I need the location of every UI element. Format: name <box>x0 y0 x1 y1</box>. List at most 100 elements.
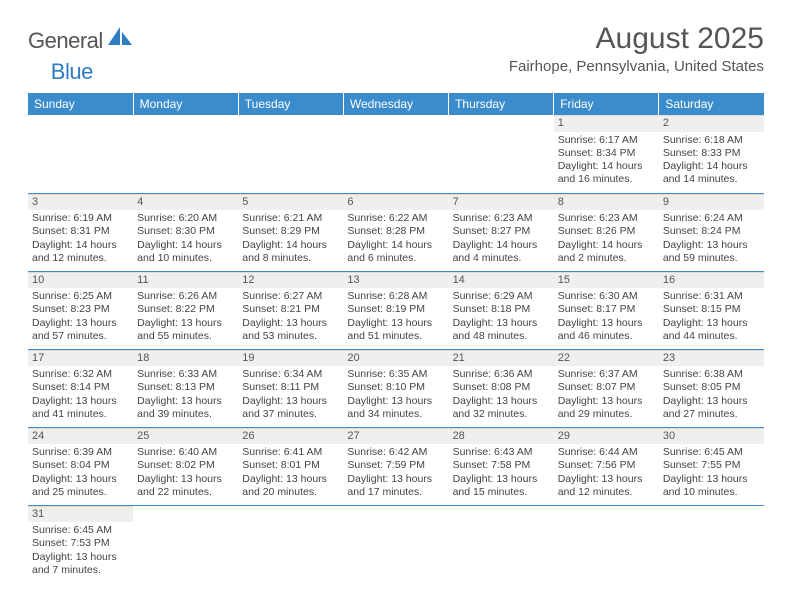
day-number: 13 <box>343 272 448 289</box>
daylight-text: Daylight: 14 hours and 16 minutes. <box>558 160 655 186</box>
day-number: 7 <box>449 194 554 211</box>
day-body: Sunrise: 6:23 AMSunset: 8:27 PMDaylight:… <box>449 210 554 267</box>
day-number: 10 <box>28 272 133 289</box>
sunrise-text: Sunrise: 6:21 AM <box>242 212 339 225</box>
day-number: 28 <box>449 428 554 445</box>
sunrise-text: Sunrise: 6:30 AM <box>558 290 655 303</box>
col-sunday: Sunday <box>28 93 133 115</box>
calendar-day-cell: 28Sunrise: 6:43 AMSunset: 7:58 PMDayligh… <box>449 427 554 505</box>
day-number: 19 <box>238 350 343 367</box>
col-tuesday: Tuesday <box>238 93 343 115</box>
day-body: Sunrise: 6:22 AMSunset: 8:28 PMDaylight:… <box>343 210 448 267</box>
day-body: Sunrise: 6:45 AMSunset: 7:55 PMDaylight:… <box>659 444 764 501</box>
day-body: Sunrise: 6:29 AMSunset: 8:18 PMDaylight:… <box>449 288 554 345</box>
sunrise-text: Sunrise: 6:23 AM <box>558 212 655 225</box>
sunrise-text: Sunrise: 6:27 AM <box>242 290 339 303</box>
calendar-page: General August 2025 Fairhope, Pennsylvan… <box>0 0 792 605</box>
sunrise-text: Sunrise: 6:40 AM <box>137 446 234 459</box>
sunset-text: Sunset: 8:08 PM <box>453 381 550 394</box>
col-monday: Monday <box>133 93 238 115</box>
sunrise-text: Sunrise: 6:41 AM <box>242 446 339 459</box>
daylight-text: Daylight: 14 hours and 10 minutes. <box>137 239 234 265</box>
title-block: August 2025 Fairhope, Pennsylvania, Unit… <box>509 22 764 75</box>
sunset-text: Sunset: 8:04 PM <box>32 459 129 472</box>
calendar-day-cell: 17Sunrise: 6:32 AMSunset: 8:14 PMDayligh… <box>28 349 133 427</box>
sunrise-text: Sunrise: 6:31 AM <box>663 290 760 303</box>
calendar-day-cell: 22Sunrise: 6:37 AMSunset: 8:07 PMDayligh… <box>554 349 659 427</box>
sunset-text: Sunset: 8:27 PM <box>453 225 550 238</box>
sunset-text: Sunset: 8:24 PM <box>663 225 760 238</box>
day-number: 1 <box>554 115 659 132</box>
day-body: Sunrise: 6:27 AMSunset: 8:21 PMDaylight:… <box>238 288 343 345</box>
logo-text-2: Blue <box>51 59 93 85</box>
sunrise-text: Sunrise: 6:18 AM <box>663 134 760 147</box>
day-number: 15 <box>554 272 659 289</box>
calendar-day-cell: 1Sunrise: 6:17 AMSunset: 8:34 PMDaylight… <box>554 115 659 193</box>
day-number: 12 <box>238 272 343 289</box>
daylight-text: Daylight: 14 hours and 2 minutes. <box>558 239 655 265</box>
daylight-text: Daylight: 13 hours and 29 minutes. <box>558 395 655 421</box>
day-body: Sunrise: 6:30 AMSunset: 8:17 PMDaylight:… <box>554 288 659 345</box>
day-body: Sunrise: 6:40 AMSunset: 8:02 PMDaylight:… <box>133 444 238 501</box>
day-number: 31 <box>28 506 133 523</box>
daylight-text: Daylight: 13 hours and 20 minutes. <box>242 473 339 499</box>
page-title: August 2025 <box>509 22 764 56</box>
day-number: 26 <box>238 428 343 445</box>
daylight-text: Daylight: 13 hours and 7 minutes. <box>32 551 129 577</box>
day-body: Sunrise: 6:32 AMSunset: 8:14 PMDaylight:… <box>28 366 133 423</box>
daylight-text: Daylight: 13 hours and 48 minutes. <box>453 317 550 343</box>
sunset-text: Sunset: 8:13 PM <box>137 381 234 394</box>
sunrise-text: Sunrise: 6:28 AM <box>347 290 444 303</box>
calendar-day-cell: 29Sunrise: 6:44 AMSunset: 7:56 PMDayligh… <box>554 427 659 505</box>
day-body: Sunrise: 6:31 AMSunset: 8:15 PMDaylight:… <box>659 288 764 345</box>
day-body: Sunrise: 6:43 AMSunset: 7:58 PMDaylight:… <box>449 444 554 501</box>
sunrise-text: Sunrise: 6:36 AM <box>453 368 550 381</box>
daylight-text: Daylight: 13 hours and 57 minutes. <box>32 317 129 343</box>
day-header-row: Sunday Monday Tuesday Wednesday Thursday… <box>28 93 764 115</box>
calendar-day-cell: 3Sunrise: 6:19 AMSunset: 8:31 PMDaylight… <box>28 193 133 271</box>
calendar-day-cell: 15Sunrise: 6:30 AMSunset: 8:17 PMDayligh… <box>554 271 659 349</box>
sunrise-text: Sunrise: 6:35 AM <box>347 368 444 381</box>
calendar-day-cell: 20Sunrise: 6:35 AMSunset: 8:10 PMDayligh… <box>343 349 448 427</box>
day-number: 11 <box>133 272 238 289</box>
sunset-text: Sunset: 8:02 PM <box>137 459 234 472</box>
sunrise-text: Sunrise: 6:42 AM <box>347 446 444 459</box>
sunrise-text: Sunrise: 6:29 AM <box>453 290 550 303</box>
calendar-day-cell: 13Sunrise: 6:28 AMSunset: 8:19 PMDayligh… <box>343 271 448 349</box>
sunrise-text: Sunrise: 6:17 AM <box>558 134 655 147</box>
daylight-text: Daylight: 13 hours and 27 minutes. <box>663 395 760 421</box>
sunset-text: Sunset: 8:14 PM <box>32 381 129 394</box>
calendar-week-row: 3Sunrise: 6:19 AMSunset: 8:31 PMDaylight… <box>28 193 764 271</box>
logo-sail-icon <box>107 26 133 51</box>
sunset-text: Sunset: 8:31 PM <box>32 225 129 238</box>
daylight-text: Daylight: 13 hours and 22 minutes. <box>137 473 234 499</box>
sunset-text: Sunset: 8:18 PM <box>453 303 550 316</box>
sunrise-text: Sunrise: 6:24 AM <box>663 212 760 225</box>
calendar-day-cell: 19Sunrise: 6:34 AMSunset: 8:11 PMDayligh… <box>238 349 343 427</box>
col-wednesday: Wednesday <box>343 93 448 115</box>
day-body: Sunrise: 6:28 AMSunset: 8:19 PMDaylight:… <box>343 288 448 345</box>
sunset-text: Sunset: 8:26 PM <box>558 225 655 238</box>
day-number: 21 <box>449 350 554 367</box>
sunrise-text: Sunrise: 6:38 AM <box>663 368 760 381</box>
calendar-day-cell: 31Sunrise: 6:45 AMSunset: 7:53 PMDayligh… <box>28 505 133 583</box>
daylight-text: Daylight: 13 hours and 10 minutes. <box>663 473 760 499</box>
col-friday: Friday <box>554 93 659 115</box>
daylight-text: Daylight: 13 hours and 37 minutes. <box>242 395 339 421</box>
day-body: Sunrise: 6:36 AMSunset: 8:08 PMDaylight:… <box>449 366 554 423</box>
calendar-day-cell <box>28 115 133 193</box>
calendar-day-cell: 5Sunrise: 6:21 AMSunset: 8:29 PMDaylight… <box>238 193 343 271</box>
sunset-text: Sunset: 7:55 PM <box>663 459 760 472</box>
calendar-day-cell: 18Sunrise: 6:33 AMSunset: 8:13 PMDayligh… <box>133 349 238 427</box>
sunrise-text: Sunrise: 6:44 AM <box>558 446 655 459</box>
daylight-text: Daylight: 13 hours and 17 minutes. <box>347 473 444 499</box>
day-body: Sunrise: 6:25 AMSunset: 8:23 PMDaylight:… <box>28 288 133 345</box>
calendar-week-row: 10Sunrise: 6:25 AMSunset: 8:23 PMDayligh… <box>28 271 764 349</box>
day-number: 29 <box>554 428 659 445</box>
sunset-text: Sunset: 8:21 PM <box>242 303 339 316</box>
daylight-text: Daylight: 13 hours and 44 minutes. <box>663 317 760 343</box>
sunset-text: Sunset: 8:30 PM <box>137 225 234 238</box>
calendar-day-cell <box>449 505 554 583</box>
day-body: Sunrise: 6:39 AMSunset: 8:04 PMDaylight:… <box>28 444 133 501</box>
day-body: Sunrise: 6:37 AMSunset: 8:07 PMDaylight:… <box>554 366 659 423</box>
